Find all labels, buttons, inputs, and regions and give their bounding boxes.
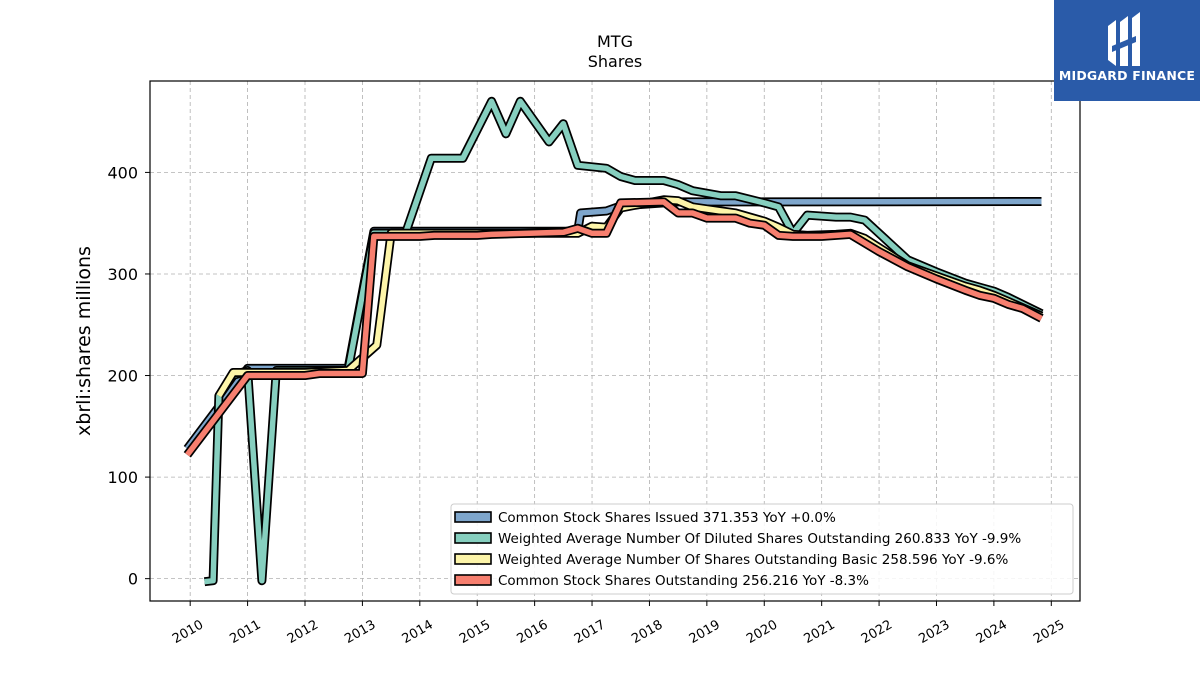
legend-entry: Common Stock Shares Issued 371.353 YoY +… xyxy=(498,510,836,526)
legend-swatch xyxy=(454,532,492,544)
series-line-1 xyxy=(183,197,1042,452)
legend-entry: Weighted Average Number Of Diluted Share… xyxy=(498,531,1021,547)
legend-entry: Weighted Average Number Of Shares Outsta… xyxy=(498,552,1009,568)
x-tick-label: 2023 xyxy=(916,617,952,647)
series-stroke xyxy=(185,199,1043,457)
series-outline xyxy=(215,195,1044,399)
y-axis-label: xbrli:shares millions xyxy=(73,246,95,436)
x-tick-label: 2012 xyxy=(285,617,321,647)
x-tick-label: 2020 xyxy=(744,617,780,647)
x-tick-label: 2025 xyxy=(1031,617,1067,647)
plot-area-frame xyxy=(149,80,1081,602)
series-outline xyxy=(183,197,1044,458)
x-tick-label: 2013 xyxy=(342,617,378,647)
series-stroke xyxy=(185,198,1042,451)
x-tick-label: 2024 xyxy=(974,617,1010,647)
series-line-3 xyxy=(215,195,1044,399)
brand-name: MIDGARD FINANCE xyxy=(1058,68,1196,83)
x-tick-label: 2017 xyxy=(572,617,608,647)
chart-title: MTG xyxy=(597,32,633,51)
x-tick-label: 2014 xyxy=(400,617,436,647)
x-tick-label: 2010 xyxy=(170,617,206,647)
x-tick-label: 2018 xyxy=(629,617,665,647)
x-tick-label: 2011 xyxy=(227,617,263,647)
legend-swatch xyxy=(454,511,492,523)
midgard-finance-logo: MIDGARD FINANCE xyxy=(1054,0,1200,101)
series-line-4 xyxy=(183,197,1044,458)
midgard-finance-logo-icon xyxy=(1108,12,1140,66)
y-tick-label: 200 xyxy=(107,367,138,386)
y-tick-label: 300 xyxy=(107,265,138,284)
y-tick-label: 0 xyxy=(128,570,138,589)
series-outline xyxy=(183,197,1042,452)
legend-swatch xyxy=(454,574,492,586)
x-tick-label: 2022 xyxy=(859,617,895,647)
x-tick-label: 2021 xyxy=(802,617,838,647)
legend-box xyxy=(450,503,1074,595)
chart-subtitle: Shares xyxy=(588,52,643,71)
y-tick-label: 100 xyxy=(107,468,138,487)
x-tick-label: 2015 xyxy=(457,617,493,647)
legend: Common Stock Shares Issued 371.353 YoY +… xyxy=(450,503,1074,595)
x-tick-label: 2019 xyxy=(687,617,723,647)
y-tick-label: 400 xyxy=(107,163,138,182)
x-tick-label: 2016 xyxy=(514,617,550,647)
legend-swatch xyxy=(454,553,492,565)
series-lines xyxy=(183,96,1044,587)
legend-entry: Common Stock Shares Outstanding 256.216 … xyxy=(498,573,869,589)
